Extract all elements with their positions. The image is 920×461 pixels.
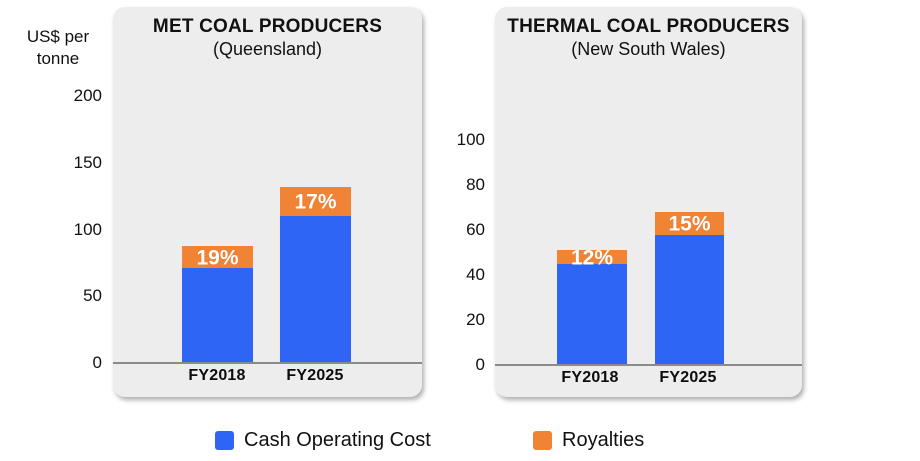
y-axis-tick: 0	[92, 353, 102, 372]
royalty-percent-label: 19%	[196, 246, 239, 270]
x-tick-fy2018: FY2018	[188, 367, 246, 384]
royalty-percent-label: 12%	[570, 246, 614, 270]
thermal-coal-chart-panel: THERMAL COAL PRODUCERS (New South Wales)…	[495, 7, 802, 397]
y-axis-met-coal: 0 50 100 150 200	[0, 86, 102, 372]
bar-fy2018: 12%	[557, 246, 627, 365]
legend-item-cash-operating-cost: Cash Operating Cost	[215, 428, 431, 452]
royalty-percent-label: 17%	[294, 190, 337, 214]
y-axis-tick: 80	[466, 175, 485, 194]
met-coal-chart-panel: MET COAL PRODUCERS (Queensland) 19% 17% …	[113, 7, 422, 397]
cash-operating-cost-segment	[655, 234, 724, 365]
royalties-segment: 15%	[655, 212, 724, 236]
legend-item-royalties: Royalties	[533, 428, 644, 452]
chart-legend: Cash Operating Cost Royalties	[0, 428, 920, 452]
x-tick-fy2025: FY2025	[286, 367, 344, 384]
y-axis-tick: 40	[466, 265, 485, 284]
legend-label: Cash Operating Cost	[244, 429, 431, 451]
cash-operating-cost-segment	[182, 268, 253, 363]
x-tick-fy2018: FY2018	[561, 369, 619, 386]
x-axis-line	[113, 362, 422, 364]
royalties-segment: 12%	[557, 246, 627, 269]
x-axis-line	[495, 364, 802, 366]
y-axis-unit-label: US$ per tonne	[26, 27, 90, 68]
royalties-segment: 19%	[182, 245, 253, 269]
royalties-segment: 17%	[280, 186, 351, 217]
bar-fy2025: 17%	[280, 186, 351, 363]
chart-title: THERMAL COAL PRODUCERS	[507, 16, 790, 37]
royalties-swatch-icon	[533, 430, 552, 450]
y-axis-tick: 100	[73, 219, 102, 239]
y-axis-thermal-coal: 0 20 40 60 80 100	[380, 130, 485, 374]
legend-label: Royalties	[562, 429, 645, 451]
bar-fy2025: 15%	[655, 212, 724, 365]
royalty-percent-label: 15%	[668, 212, 711, 236]
y-axis-tick: 50	[83, 286, 102, 306]
x-tick-fy2025: FY2025	[659, 369, 717, 386]
y-axis-tick: 100	[456, 130, 485, 149]
y-axis-tick: 150	[73, 152, 102, 172]
plot-area: 12% 15%	[495, 140, 802, 365]
y-axis-tick: 60	[466, 220, 485, 239]
cash-operating-cost-swatch-icon	[215, 430, 234, 450]
y-axis-tick: 200	[73, 86, 102, 105]
chart-title: MET COAL PRODUCERS	[152, 16, 383, 37]
cash-operating-cost-segment	[557, 263, 627, 365]
chart-subtitle: (New South Wales)	[571, 39, 726, 59]
y-axis-tick: 20	[466, 310, 485, 329]
y-axis-tick: 0	[475, 355, 485, 374]
bar-fy2018: 19%	[182, 245, 253, 363]
cash-operating-cost-segment	[280, 216, 351, 363]
plot-area: 19% 17%	[113, 96, 422, 363]
chart-subtitle: (Queensland)	[212, 39, 323, 59]
